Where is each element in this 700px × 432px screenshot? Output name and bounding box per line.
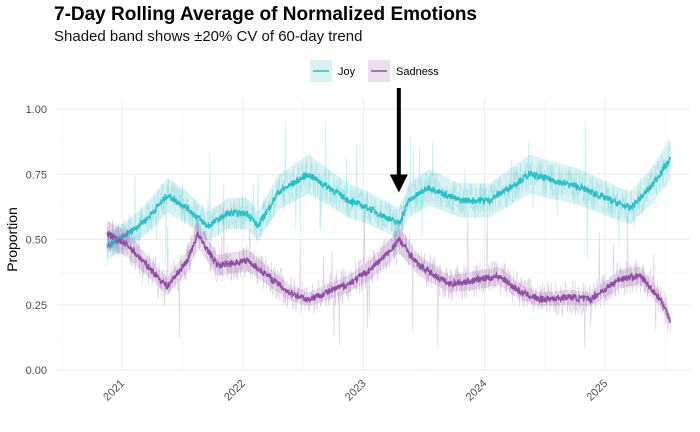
y-tick-label: 0.75 <box>26 169 47 181</box>
x-tick-label: 2021 <box>101 378 127 404</box>
y-axis-label: Proportion <box>4 207 20 272</box>
y-tick-label: 0.50 <box>26 235 47 247</box>
chart-title: 7-Day Rolling Average of Normalized Emot… <box>54 4 478 25</box>
series-joy <box>106 122 672 276</box>
y-tick-label: 0.25 <box>26 300 47 312</box>
chart-subtitle: Shaded band shows ±20% CV of 60-day tren… <box>54 28 363 45</box>
cv-band <box>106 220 671 325</box>
legend-label: Joy <box>338 66 356 78</box>
cv-band <box>106 137 671 260</box>
series-sadness <box>106 182 672 349</box>
annotation-arrow-head <box>389 174 408 193</box>
legend-label: Sadness <box>396 66 439 78</box>
x-tick-label: 2025 <box>585 378 611 404</box>
x-tick-label: 2022 <box>222 378 248 404</box>
x-tick-label: 2024 <box>464 378 490 404</box>
rolling-line <box>106 230 672 324</box>
rolling-line <box>106 156 672 249</box>
x-tick-label: 2023 <box>343 378 369 404</box>
y-tick-label: 1.00 <box>26 104 47 116</box>
y-tick-label: 0.00 <box>26 365 47 377</box>
